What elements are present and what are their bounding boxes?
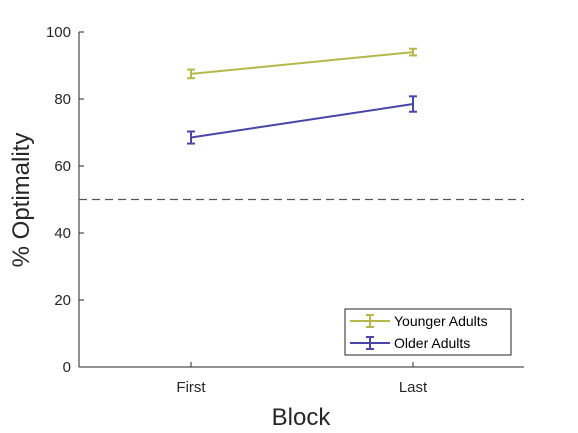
series-older-adults [187, 95, 417, 145]
y-tick-label: 20 [54, 292, 71, 309]
series-younger-adults [187, 47, 417, 80]
y-tick-label: 80 [54, 91, 71, 108]
series-line [190, 103, 414, 139]
x-axis: First Last [79, 362, 524, 396]
legend-label: Younger Adults [394, 313, 488, 329]
x-tick-label: Last [399, 379, 428, 396]
legend-label: Older Adults [394, 335, 470, 351]
x-tick-label: First [176, 379, 206, 396]
y-axis: 0 20 40 60 80 100 [46, 24, 84, 376]
series-layer [187, 47, 417, 145]
y-tick-label: 100 [46, 24, 71, 41]
x-ticks: First Last [176, 362, 428, 396]
y-axis-label: % Optimality [8, 133, 35, 268]
y-ticks: 0 20 40 60 80 100 [46, 24, 84, 376]
legend-item: Older Adults [350, 335, 470, 351]
x-axis-label: Block [272, 404, 332, 431]
y-tick-label: 60 [54, 158, 71, 175]
series-line [190, 51, 414, 75]
legend-box [344, 308, 512, 356]
y-tick-label: 0 [63, 359, 71, 376]
legend-items: Younger Adults Older Adults [350, 313, 488, 351]
legend: Younger Adults Older Adults [344, 308, 512, 356]
y-tick-label: 40 [54, 225, 71, 242]
legend-item: Younger Adults [350, 313, 488, 329]
